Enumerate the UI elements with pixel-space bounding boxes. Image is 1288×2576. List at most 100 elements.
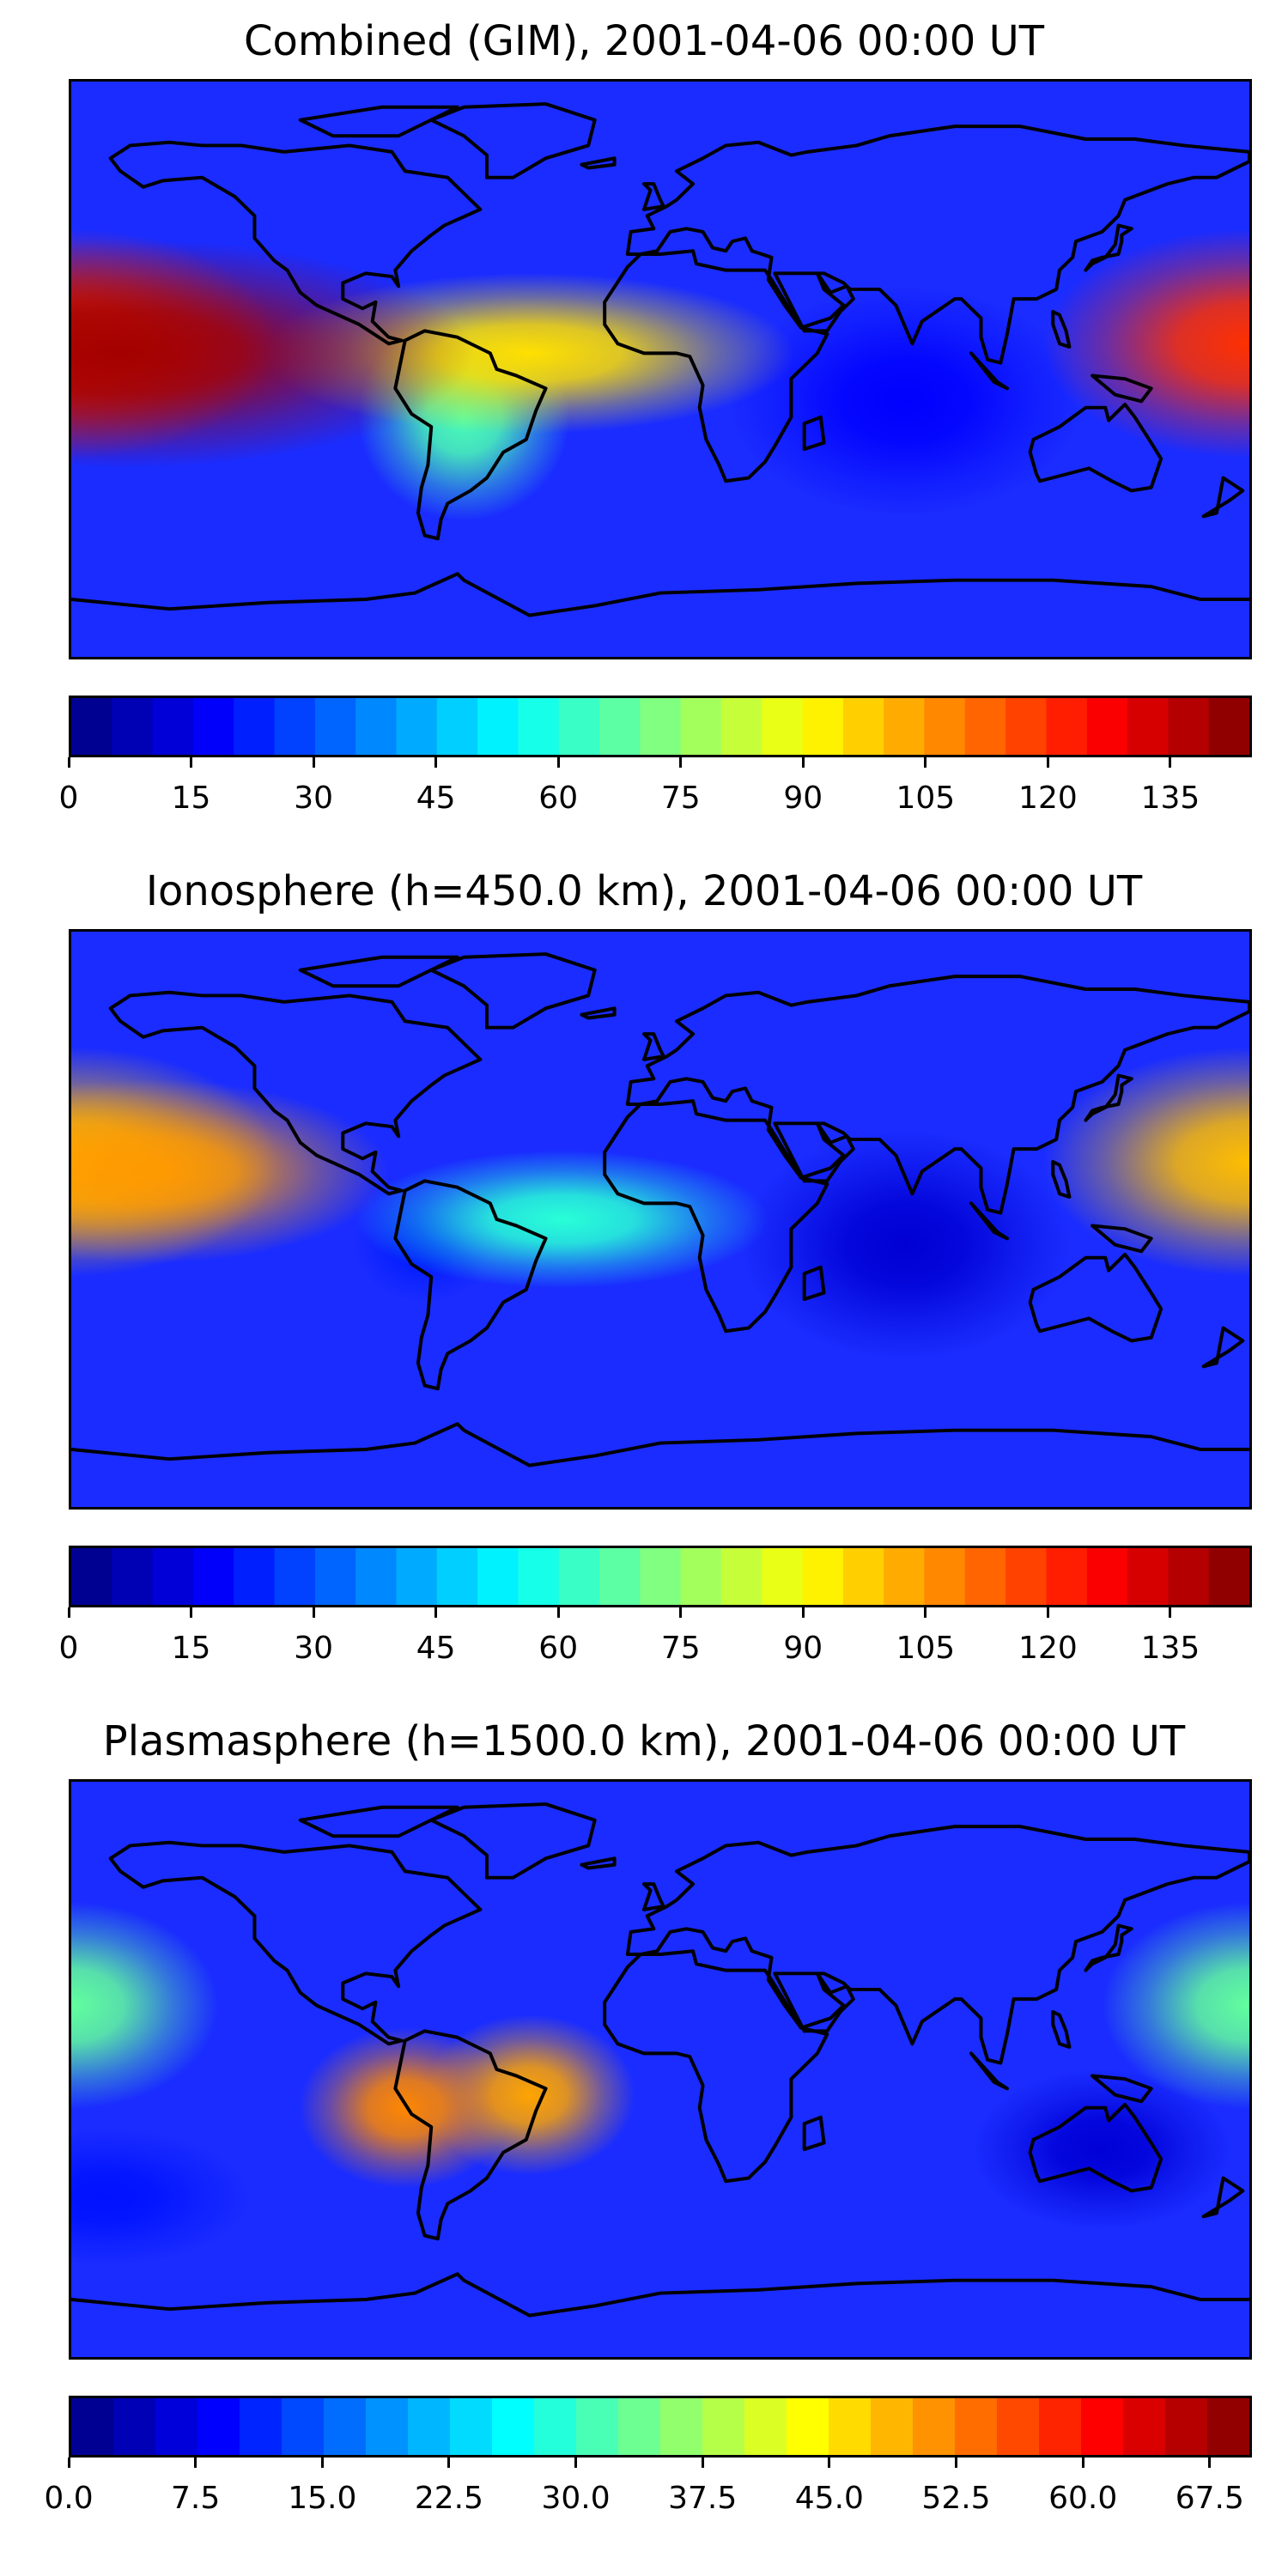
colorbar-cell (450, 2398, 493, 2455)
map-area (69, 929, 1252, 1510)
map-svg (71, 1782, 1249, 2357)
heat-blob (740, 1129, 1071, 1360)
coastline (969, 1201, 1009, 1241)
colorbar-cell (477, 698, 519, 755)
colorbar-tick-mark (828, 2458, 831, 2468)
coastline (71, 572, 1249, 617)
colorbar-cell (924, 698, 966, 755)
chart-title: Combined (GIM), 2001-04-06 00:00 UT (243, 17, 1045, 65)
colorbar-cell (1081, 2398, 1124, 2455)
coastline (1051, 1160, 1072, 1199)
coastline (1028, 402, 1163, 493)
colorbar-tick-label: 60 (538, 781, 579, 816)
colorbar-tick-label: 0 (58, 1631, 79, 1666)
colorbar-tick-label: 0.0 (44, 2481, 94, 2516)
colorbar-tick-mark (955, 2458, 957, 2468)
heat-blob (972, 2069, 1232, 2230)
coastline (603, 1949, 829, 2184)
coastline (773, 1121, 855, 1183)
colorbar-cell (680, 698, 722, 755)
coastline (429, 1802, 597, 1880)
colorbar-tick-mark (447, 2458, 451, 2468)
colorbar-cell (314, 698, 356, 755)
map-svg (71, 932, 1249, 1507)
colorbar-cell (192, 1548, 234, 1605)
heat-blobs (71, 1047, 1249, 1360)
colorbar-tick-mark (1046, 1607, 1049, 1618)
colorbar-cell (1005, 698, 1048, 755)
colorbar-cell (274, 698, 316, 755)
coastline (580, 1006, 617, 1020)
colorbar-cell (152, 1548, 194, 1605)
coastline (641, 1882, 665, 1911)
colorbar-cells (71, 2398, 1249, 2455)
colorbar-cell (558, 698, 600, 755)
colorbar-cell (1127, 1548, 1169, 1605)
coastline (108, 140, 483, 346)
colorbar-cell (1086, 1548, 1128, 1605)
colorbar-cell (1123, 2398, 1166, 2455)
colorbar-tick-label: 75 (660, 1631, 701, 1666)
colorbar-cell (640, 1548, 682, 1605)
coastline (625, 975, 1249, 1215)
map-background (71, 1782, 1249, 2357)
colorbar-tick-label: 105 (896, 781, 956, 816)
coastline (1091, 1224, 1153, 1254)
coastline (1028, 2102, 1163, 2193)
colorbar-tick-label: 67.5 (1175, 2481, 1244, 2516)
colorbar-cell (240, 2398, 283, 2455)
colorbar-cell (152, 698, 194, 755)
colorbar-cell (884, 698, 926, 755)
colorbar-tick-mark (556, 1607, 560, 1618)
colorbar-cell (71, 2398, 114, 2455)
colorbar-cell (408, 2398, 451, 2455)
heat-blob (729, 286, 1083, 517)
colorbar-tick-mark (434, 1607, 438, 1618)
colorbar-cell (71, 1548, 112, 1605)
colorbar-cell (1127, 698, 1169, 755)
colorbar-cell (234, 1548, 276, 1605)
coastline (71, 1422, 1249, 1467)
coastline (1091, 374, 1153, 404)
colorbar-tick-mark (67, 757, 70, 768)
coastline (1028, 1252, 1163, 1343)
colorbar-tick-mark (1208, 2458, 1212, 2468)
colorbar-cell (884, 1548, 926, 1605)
heat-blob (355, 1150, 769, 1289)
coastline (580, 1856, 617, 1870)
colorbar-tick-mark (556, 757, 560, 768)
colorbar-cell (787, 2398, 829, 2455)
colorbar-tick-mark (801, 757, 805, 768)
colorbar-cell (113, 2398, 156, 2455)
colorbar-tick-mark (1046, 757, 1049, 768)
coastline (1084, 223, 1133, 272)
colorbar-cell (1208, 1548, 1249, 1605)
coastline (71, 2272, 1249, 2318)
colorbar-cell (1039, 2398, 1082, 2455)
coastline (1201, 2176, 1245, 2219)
colorbar-cell (964, 698, 1006, 755)
colorbar-tick-label: 45 (416, 1631, 456, 1666)
colorbar-cell (518, 1548, 560, 1605)
coastline (969, 2051, 1009, 2091)
colorbar-tick-mark (1169, 1607, 1172, 1618)
coastline (1051, 2010, 1072, 2049)
colorbar-cell (1046, 698, 1088, 755)
colorbar-svg (71, 2398, 1249, 2455)
colorbar-tick-label: 15 (171, 1631, 211, 1666)
colorbar-ticks: 0.0 7.5 15.0 22.5 30.0 37.5 45.0 52.5 60.0 67.5 (44, 2458, 1252, 2526)
colorbar (69, 696, 1252, 757)
colorbar-tick-label: 30 (294, 781, 333, 816)
heat-blob (71, 1901, 219, 2110)
chart-title: Plasmasphere (h=1500.0 km), 2001-04-06 0… (102, 1717, 1186, 1765)
colorbar-cell (355, 1548, 398, 1605)
colorbar-tick-label: 45 (416, 781, 456, 816)
colorbar-tick-label: 90 (783, 781, 823, 816)
map-panel-combined: Combined (GIM), 2001-04-06 00:00 UT 0 15 3… (0, 0, 1288, 859)
colorbar-tick-label: 30.0 (541, 2481, 611, 2516)
map-panel-ionosphere: Ionosphere (h=450.0 km), 2001-04-06 00:0… (0, 850, 1288, 1709)
colorbar-tick-mark (194, 2458, 197, 2468)
colorbar-cell (436, 698, 478, 755)
heat-blob (1042, 228, 1249, 459)
colorbar-cell (1165, 2398, 1208, 2455)
